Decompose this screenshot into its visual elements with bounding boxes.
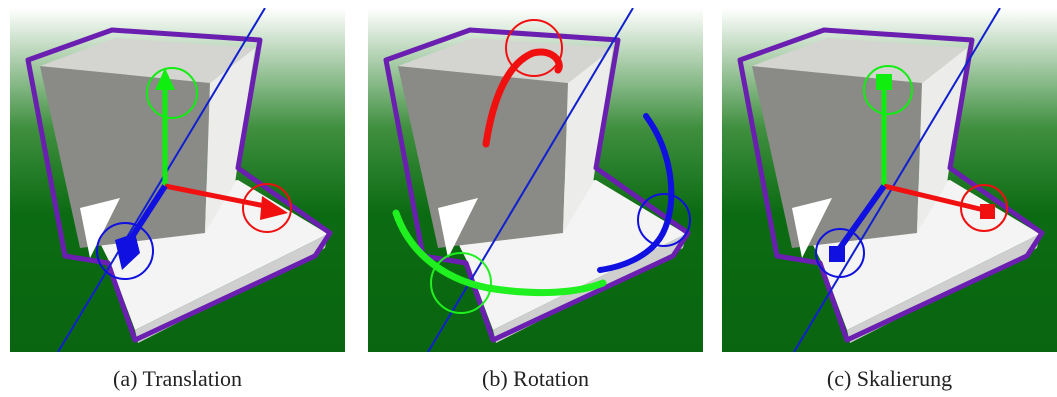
page: (a) Translation (b) Rotation (c) Skalier… xyxy=(0,0,1057,397)
scaling-image xyxy=(722,8,1057,352)
translation-image xyxy=(10,8,345,352)
caption: (a) Translation xyxy=(10,366,345,392)
caption: (c) Skalierung xyxy=(722,366,1057,392)
caption: (b) Rotation xyxy=(368,366,703,392)
rotation-image xyxy=(368,8,703,352)
